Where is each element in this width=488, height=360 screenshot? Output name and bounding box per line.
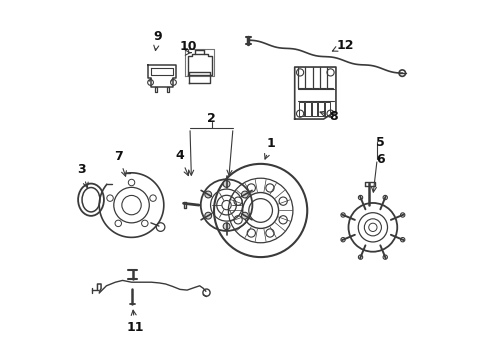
- Text: 5: 5: [376, 136, 385, 149]
- Circle shape: [241, 191, 248, 198]
- Circle shape: [204, 212, 211, 219]
- Text: 2: 2: [207, 112, 215, 125]
- Text: 8: 8: [319, 110, 337, 123]
- Text: 9: 9: [153, 30, 162, 50]
- Circle shape: [241, 212, 248, 219]
- Text: 7: 7: [114, 150, 126, 176]
- Text: 3: 3: [77, 163, 88, 188]
- Circle shape: [223, 223, 229, 230]
- Text: 6: 6: [376, 153, 384, 166]
- Text: 4: 4: [175, 149, 188, 176]
- Circle shape: [223, 180, 229, 187]
- Text: 1: 1: [264, 137, 275, 159]
- Text: 10: 10: [179, 40, 197, 53]
- Circle shape: [204, 191, 211, 198]
- Text: 11: 11: [126, 310, 143, 333]
- Text: 12: 12: [332, 39, 353, 52]
